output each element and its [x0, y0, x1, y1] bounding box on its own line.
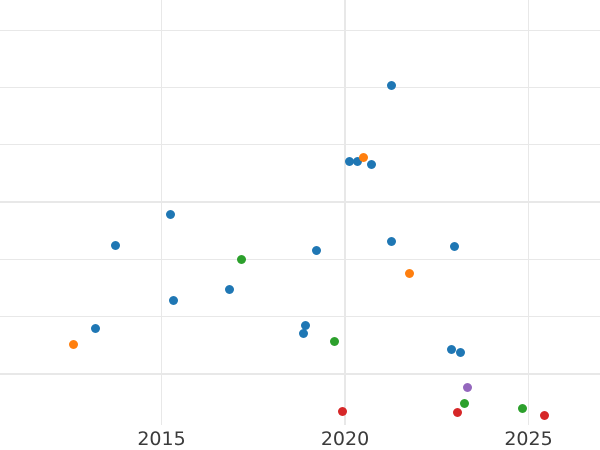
data-point-series-blue: [224, 285, 234, 295]
h-gridline: [0, 86, 600, 89]
data-point-series-red: [539, 411, 549, 421]
x-tick-label: 2025: [504, 428, 553, 450]
data-point-series-red: [453, 408, 463, 418]
data-point-series-blue: [456, 347, 466, 357]
x-tick-label: 2015: [137, 428, 186, 450]
data-point-series-blue: [449, 242, 459, 252]
data-point-series-blue: [311, 246, 321, 256]
data-point-series-red: [337, 407, 347, 417]
data-point-series-orange: [405, 268, 415, 278]
data-point-series-green: [460, 399, 470, 409]
data-point-series-blue: [344, 157, 354, 167]
data-point-series-blue: [352, 157, 362, 167]
h-gridline: [0, 258, 600, 261]
data-point-series-orange: [68, 339, 78, 349]
v-gridline: [527, 0, 530, 425]
data-point-series-blue: [387, 236, 397, 246]
data-point-series-blue: [366, 159, 376, 169]
data-point-series-blue: [169, 295, 179, 305]
data-point-series-blue: [387, 80, 397, 90]
h-gridline: [0, 29, 600, 31]
data-point-series-blue: [111, 240, 121, 250]
v-gridline: [160, 0, 163, 425]
data-point-series-blue: [299, 329, 309, 339]
data-point-series-blue: [166, 209, 176, 219]
h-gridline: [0, 316, 600, 318]
data-point-series-blue: [90, 324, 100, 334]
data-point-series-green: [329, 337, 339, 347]
h-gridline: [0, 373, 600, 375]
h-gridline: [0, 201, 600, 203]
data-point-series-purple: [463, 382, 473, 392]
x-tick-label: 2020: [320, 428, 370, 450]
data-point-series-green: [237, 255, 246, 265]
v-gridline: [344, 0, 346, 425]
h-gridline: [0, 144, 600, 146]
data-point-series-blue: [446, 345, 456, 355]
data-point-series-green: [518, 404, 528, 414]
data-point-series-orange: [358, 153, 368, 163]
data-point-series-blue: [300, 321, 310, 331]
